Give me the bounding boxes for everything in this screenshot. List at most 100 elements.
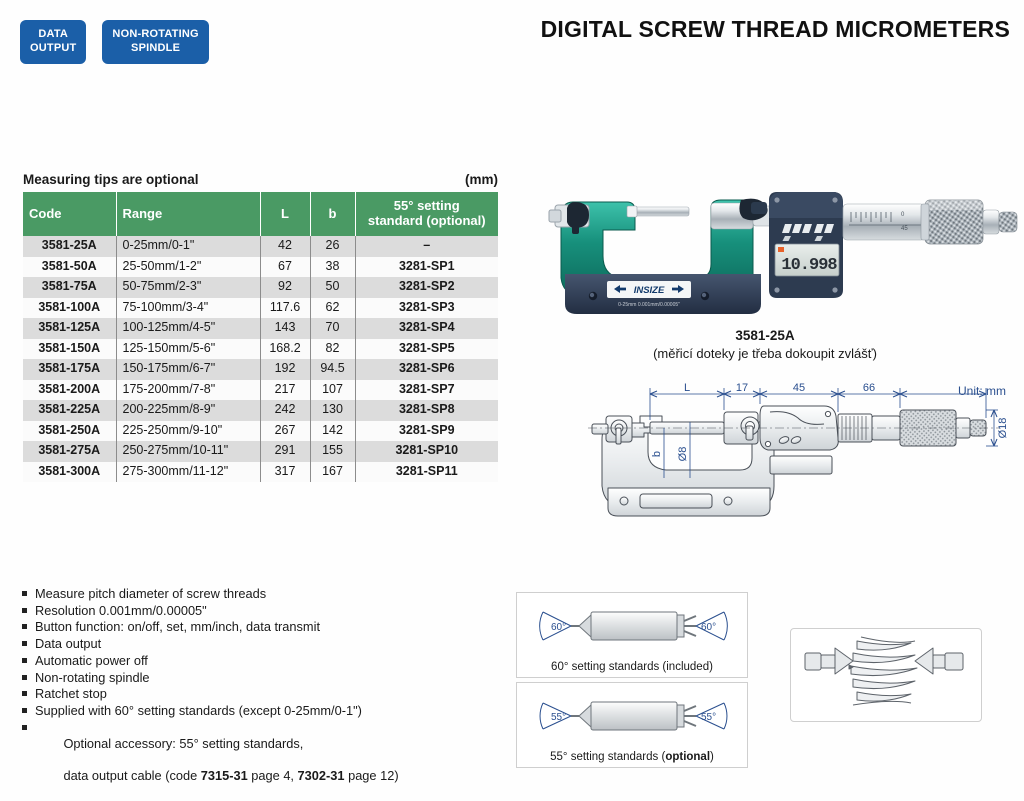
cell-code: 3581-225A [23,400,117,421]
setting-standard-55-caption: 55° setting standards (optional) [517,749,747,767]
cell-code: 3581-50A [23,256,117,277]
bullet-square-icon [22,641,27,647]
cell-dimension-b: 62 [310,297,356,318]
product-photo: INSIZE 0-25mm 0.001mm/0.00005" [515,178,1020,328]
table-row: 3581-50A 25-50mm/1-2" 67 38 3281-SP1 [23,256,498,277]
dim-label-b: b [651,451,663,457]
svg-text:0: 0 [901,212,905,218]
table-caption-row: Measuring tips are optional (mm) [23,172,498,187]
cell-code: 3581-125A [23,318,117,339]
bullet-square-icon [22,591,27,596]
cell-dimension-b: 155 [310,441,356,462]
dim-label-17: 17 [736,382,748,394]
table-row: 3581-125A 100-125mm/4-5" 143 70 3281-SP4 [23,318,498,339]
cell-dimension-b: 50 [310,277,356,298]
feature-code-2: 7302-31 [297,768,345,784]
table-caption: Measuring tips are optional [23,172,199,187]
dim-label-66: 66 [863,382,875,394]
list-item: Supplied with 60° setting standards (exc… [22,703,472,719]
spec-table-body: 3581-25A 0-25mm/0-1" 42 26–3581-50A 25-50mm/… [23,236,498,482]
cell-dimension-b: 167 [310,461,356,482]
dim-label-d18: Ø18 [997,418,1009,439]
col-header-setting-standard: 55° setting standard (optional) [355,192,498,236]
table-row: 3581-275A 250-275mm/10-11" 291 155 3281-SP10 [23,441,498,462]
table-header-row: Code Range L b 55° setting standard (opt… [23,192,498,236]
feature-text: Measure pitch diameter of screw threads [35,586,267,601]
feature-text: Automatic power off [35,652,148,668]
cell-dimension-l: 67 [260,256,311,277]
cell-setting-standard: 3281-SP9 [355,420,498,441]
setting-standard-60-panel: 60° 60° 60° setting standards (included) [516,592,748,678]
feature-post: page 12) [344,768,399,784]
cell-range: 50-75mm/2-3" [116,277,261,298]
badge-data-output: DATA OUTPUT [20,20,87,64]
cell-code: 3581-200A [23,379,117,400]
feature-text-optional: Optional accessory: 55° setting standard… [35,720,399,801]
cell-dimension-l: 242 [260,400,311,421]
table-row: 3581-175A 150-175mm/6-7" 192 94.5 3281-SP6 [23,359,498,380]
cell-dimension-l: 117.6 [260,297,311,318]
table-row: 3581-150A 125-150mm/5-6" 168.2 82 3281-SP5 [23,338,498,359]
spec-table: Code Range L b 55° setting standard (opt… [23,192,498,482]
angle-label-right: 55° [701,712,716,723]
cell-dimension-b: 38 [310,256,356,277]
dim-label-d8: Ø8 [677,447,689,462]
feature-line-1: Optional accessory: 55° setting standard… [63,735,304,751]
feature-line-2-pre: data output cable (code [63,768,201,784]
datasheet-page: DATA OUTPUT NON-ROTATING SPINDLE DIGITAL… [20,16,1020,783]
angle-label-right: 60° [701,622,716,633]
col-header-line-2: standard (optional) [367,213,486,228]
cell-range: 225-250mm/9-10" [116,420,261,441]
col-header-b: b [310,192,356,236]
cell-dimension-b: 70 [310,318,356,339]
list-item: Button function: on/off, set, mm/inch, d… [22,619,472,635]
feature-badges: DATA OUTPUT NON-ROTATING SPINDLE [20,20,209,64]
setting-standards-panels: 60° 60° 60° setting standards (included) [516,592,748,772]
cell-setting-standard: 3281-SP4 [355,318,498,339]
table-row: 3581-250A 225-250mm/9-10" 267 142 3281-SP9 [23,420,498,441]
feature-code-1: 7315-31 [200,768,248,784]
feature-text: Resolution 0.001mm/0.00005" [35,602,207,618]
cell-range: 75-100mm/3-4" [116,297,261,318]
caption-post: ) [710,751,714,763]
list-item: Non-rotating spindle [22,670,472,686]
dim-label-45: 45 [793,382,805,394]
col-header-code: Code [23,192,117,236]
feature-text: Button function: on/off, set, mm/inch, d… [35,619,320,635]
cell-dimension-l: 92 [260,277,311,298]
cell-code: 3581-25A [23,236,117,257]
caption-pre: 55° setting standards ( [550,751,666,763]
cell-setting-standard: 3281-SP2 [355,277,498,298]
cell-dimension-l: 291 [260,441,311,462]
col-header-range: Range [116,192,261,236]
col-header-line-1: 55° setting [393,198,460,214]
cell-range: 100-125mm/4-5" [116,318,261,339]
badge-line-1: NON-ROTATING [112,28,199,40]
spec-table-block: Measuring tips are optional (mm) Code Ra… [23,172,498,482]
caption-post: ) [709,661,713,673]
photo-caption-note: (měřicí doteky je třeba dokoupit zvlášť) [653,346,877,361]
cell-setting-standard: 3281-SP8 [355,400,498,421]
feature-text: Supplied with 60° setting standards (exc… [35,702,362,718]
setting-standard-60-caption: 60° setting standards (included) [517,659,747,677]
cell-code: 3581-150A [23,338,117,359]
cell-setting-standard: 3281-SP11 [355,461,498,482]
cell-range: 125-150mm/5-6" [116,338,261,359]
cell-range: 25-50mm/1-2" [116,256,261,277]
bullet-square-icon [22,674,27,680]
cell-dimension-b: 142 [310,420,356,441]
cell-range: 0-25mm/0-1" [116,236,261,257]
cell-setting-standard: 3281-SP7 [355,379,498,400]
cell-range: 175-200mm/7-8" [116,379,261,400]
cell-dimension-b: 26 [310,236,356,257]
table-row: 3581-100A 75-100mm/3-4" 117.6 62 3281-SP3 [23,297,498,318]
cell-dimension-b: 82 [310,338,356,359]
page-title: DIGITAL SCREW THREAD MICROMETERS [540,16,1010,42]
cell-code: 3581-300A [23,461,117,482]
cell-setting-standard: 3281-SP5 [355,338,498,359]
badge-line-2: OUTPUT [30,41,77,54]
list-item: Ratchet stop [22,686,472,702]
cell-setting-standard: 3281-SP10 [355,441,498,462]
unit-label: Unit: mm [958,384,1006,398]
photo-caption: 3581-25A (měřicí doteky je třeba dokoupi… [530,328,1000,361]
